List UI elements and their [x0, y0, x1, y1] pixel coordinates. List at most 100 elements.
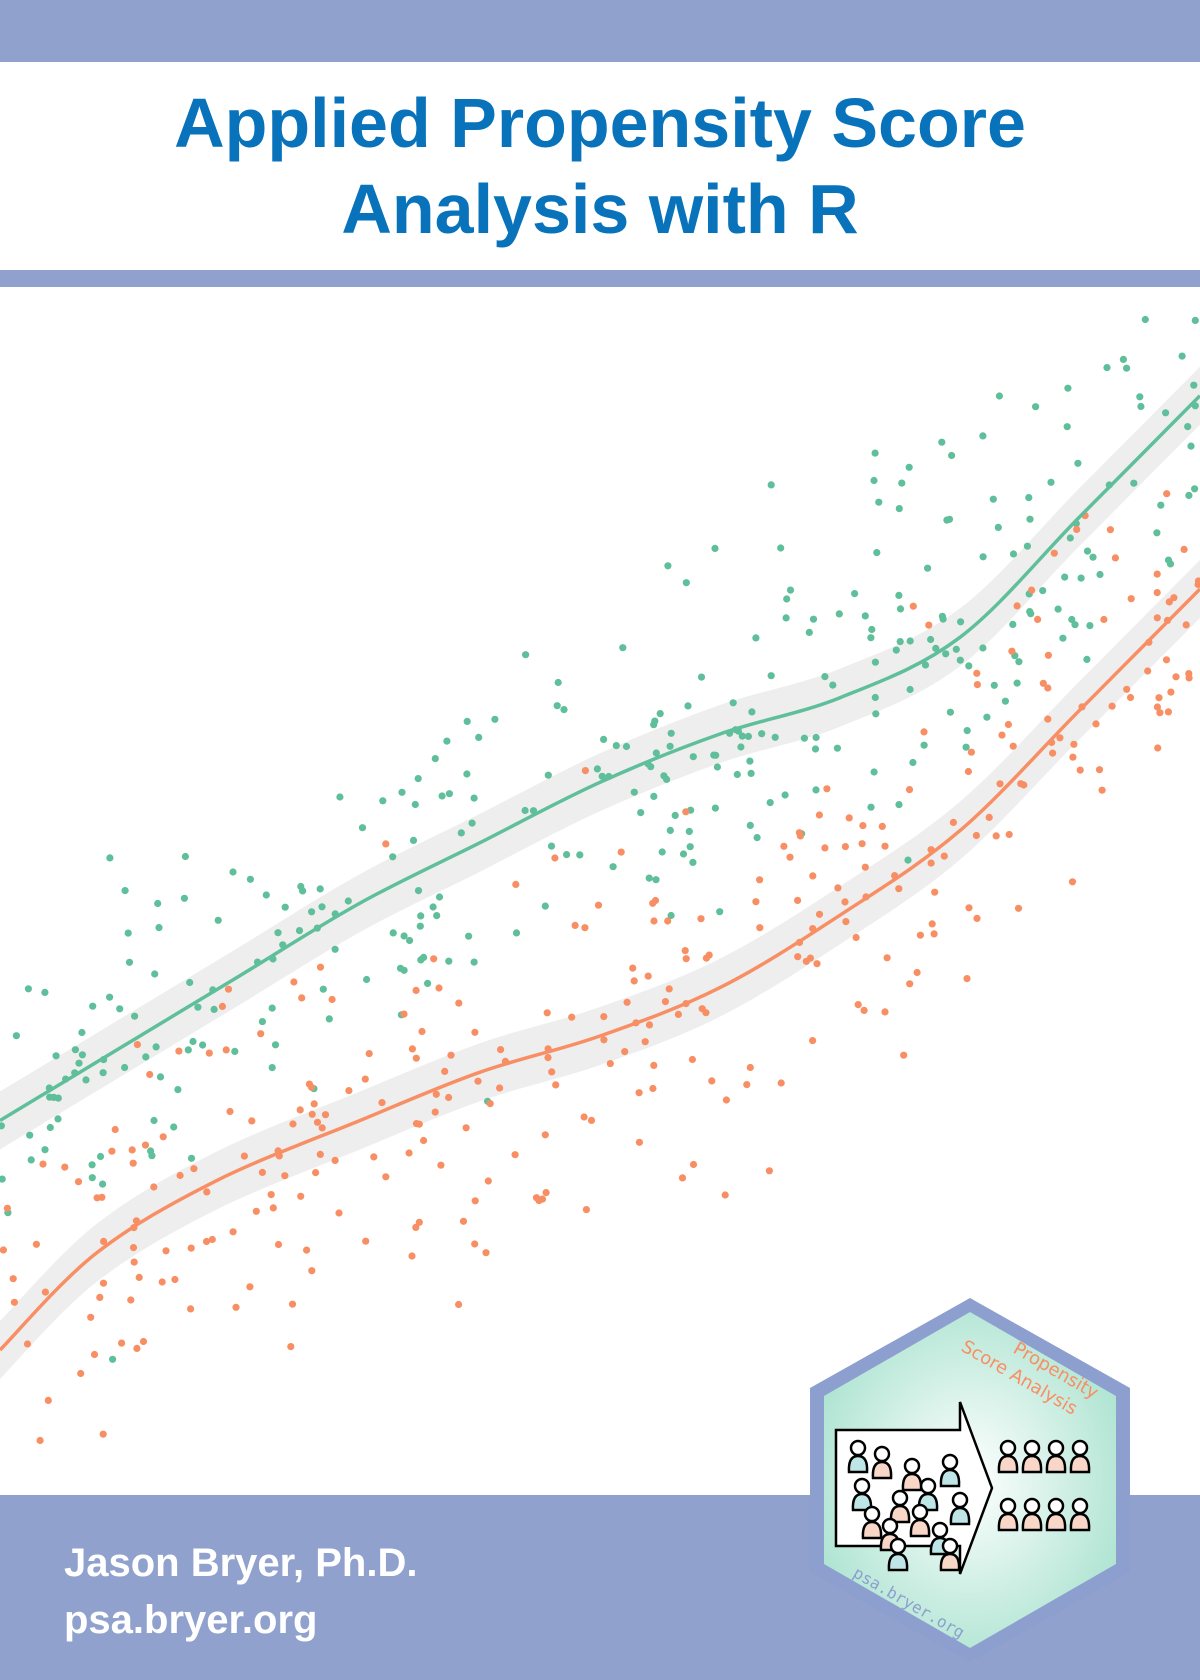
data-point: [652, 749, 660, 757]
data-point: [554, 678, 562, 687]
data-point: [571, 921, 579, 930]
data-point: [649, 1084, 657, 1093]
data-point: [471, 1197, 479, 1205]
data-point: [99, 1279, 108, 1287]
data-point: [1069, 753, 1077, 761]
data-point: [858, 840, 866, 848]
data-point: [622, 742, 631, 751]
data-point: [543, 1009, 551, 1017]
data-point: [412, 1054, 420, 1062]
data-point: [96, 1293, 104, 1301]
data-point: [26, 1131, 34, 1139]
data-point: [470, 958, 478, 966]
data-point: [1013, 602, 1021, 610]
data-point: [875, 498, 883, 506]
person-head-icon: [863, 1505, 881, 1523]
data-point: [609, 863, 617, 871]
data-point: [873, 549, 881, 557]
person-head-icon: [911, 1503, 929, 1521]
data-point: [1154, 744, 1162, 752]
data-point: [358, 824, 367, 832]
data-point: [833, 744, 842, 752]
data-point: [551, 854, 559, 862]
data-point: [316, 1150, 324, 1158]
data-point: [748, 708, 756, 716]
data-point: [1137, 402, 1145, 411]
data-point: [965, 904, 973, 912]
data-point: [1086, 622, 1094, 630]
data-point: [861, 612, 869, 620]
data-point: [231, 1047, 239, 1055]
data-point: [139, 1337, 148, 1346]
data-point: [721, 1191, 729, 1199]
data-point: [405, 1149, 413, 1157]
data-point: [1111, 554, 1119, 562]
data-point: [786, 586, 795, 594]
data-point: [780, 842, 788, 850]
data-point: [99, 1180, 107, 1188]
person-body-icon: [1021, 1512, 1043, 1532]
data-point: [1184, 423, 1192, 431]
data-point: [1044, 684, 1052, 692]
data-point: [860, 1006, 868, 1015]
data-point: [1191, 485, 1199, 493]
data-point: [746, 757, 754, 765]
data-point: [445, 1093, 453, 1102]
trend-lines: [0, 394, 1200, 1352]
data-point: [287, 1343, 295, 1351]
data-point: [1015, 658, 1023, 666]
propensity-score-analysis-logo: Propensity Score Analysis psa.bryer.org: [810, 1298, 1130, 1662]
data-point: [229, 868, 237, 876]
person-head-icon: [881, 1517, 899, 1535]
person-head-icon: [999, 1439, 1017, 1457]
data-point: [36, 1436, 44, 1445]
data-point: [989, 495, 997, 503]
data-point: [1047, 478, 1055, 486]
data-point: [963, 727, 971, 735]
data-point: [743, 1081, 751, 1089]
data-point: [650, 792, 658, 800]
data-point: [288, 1300, 297, 1308]
person-head-icon: [919, 1477, 937, 1495]
data-point: [118, 1339, 126, 1347]
website-link[interactable]: psa.bryer.org: [64, 1598, 318, 1642]
data-point: [812, 786, 820, 794]
data-point: [268, 1004, 276, 1012]
data-point: [1009, 742, 1017, 750]
data-point: [979, 644, 987, 652]
data-point: [1044, 715, 1052, 723]
data-point: [973, 669, 981, 677]
data-point: [147, 1147, 155, 1155]
data-point: [881, 842, 889, 850]
data-point: [308, 1267, 316, 1275]
data-point: [336, 793, 344, 801]
data-point: [1127, 595, 1135, 603]
data-point: [190, 1165, 198, 1173]
person-head-icon: [941, 1537, 959, 1555]
data-point: [1083, 547, 1092, 555]
data-point: [1172, 673, 1180, 681]
data-point: [521, 806, 529, 815]
data-point: [471, 1028, 479, 1036]
data-point: [1164, 556, 1173, 564]
data-point: [823, 785, 831, 793]
title-block: Applied Propensity Score Analysis with R: [0, 62, 1200, 270]
data-point: [89, 1002, 97, 1010]
data-point: [710, 751, 718, 759]
person-head-icon: [873, 1445, 891, 1463]
data-point: [174, 1086, 182, 1094]
data-point: [1009, 550, 1018, 558]
data-point: [630, 977, 638, 985]
data-point: [361, 1075, 369, 1083]
data-point: [90, 1350, 99, 1359]
data-point: [382, 1173, 390, 1181]
data-point: [1155, 694, 1163, 702]
data-point: [841, 843, 850, 851]
data-point: [689, 753, 697, 761]
data-point: [931, 888, 939, 896]
data-point: [3, 1204, 11, 1212]
data-point: [1136, 393, 1144, 401]
data-point: [946, 708, 955, 716]
data-point: [1153, 570, 1161, 578]
data-point: [652, 876, 660, 884]
